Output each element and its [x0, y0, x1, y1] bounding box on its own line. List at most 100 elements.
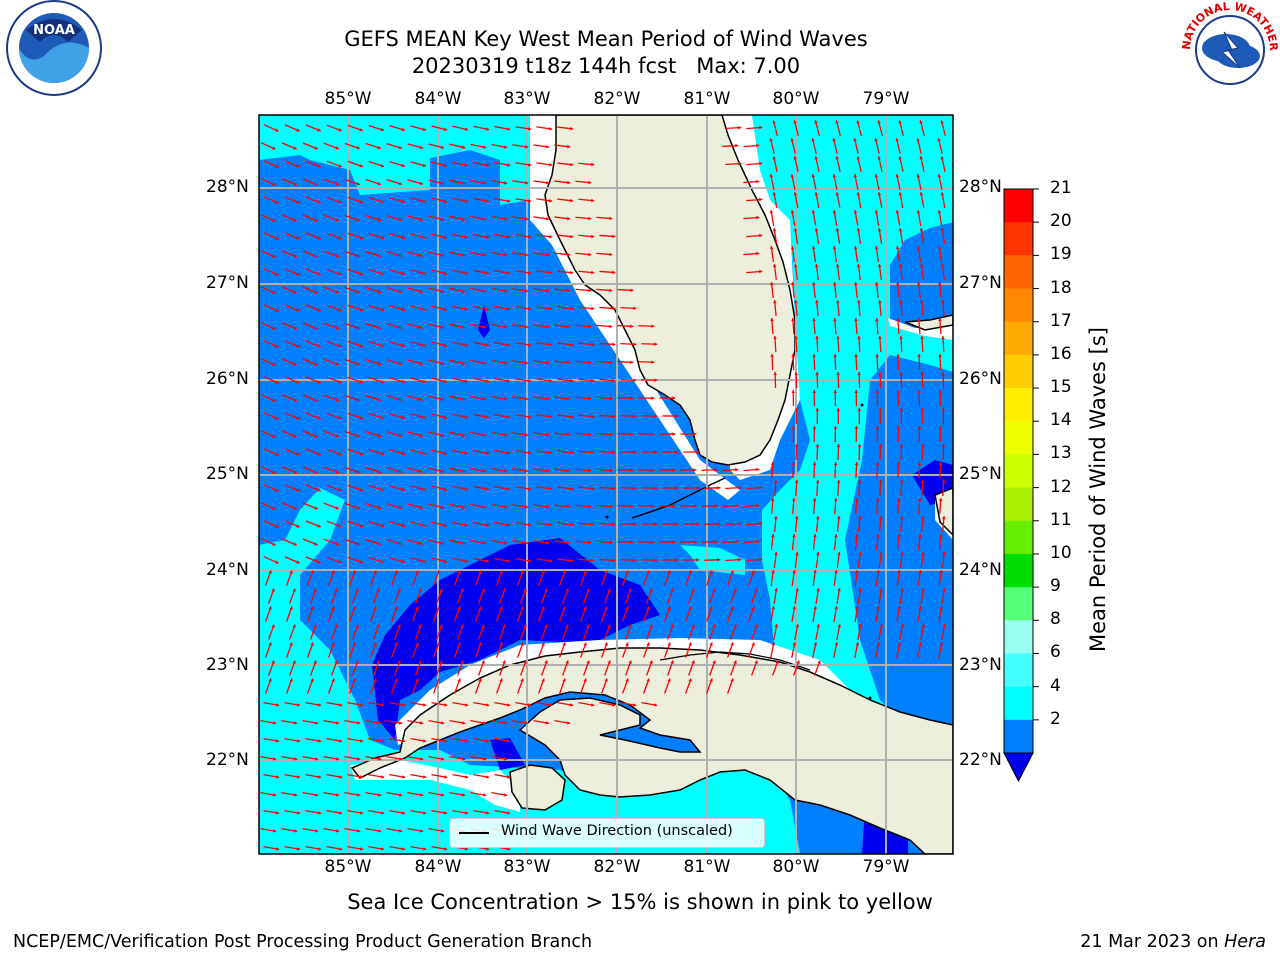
wind-wave-arrow: [473, 485, 490, 491]
wind-wave-arrow: [494, 485, 511, 491]
wind-wave-arrow: [407, 755, 424, 761]
wind-wave-arrow: [284, 737, 301, 743]
wind-wave-arrow: [494, 773, 511, 779]
wind-wave-arrow: [812, 461, 817, 479]
wind-wave-arrow: [878, 299, 882, 317]
wind-wave-arrow: [390, 642, 398, 658]
wind-wave-arrow: [533, 719, 550, 725]
wind-wave-arrow: [773, 335, 777, 353]
wind-wave-arrow: [449, 251, 466, 257]
wind-wave-arrow: [917, 497, 922, 515]
wind-wave-arrow: [536, 414, 553, 419]
wind-wave-arrow: [494, 341, 511, 347]
wind-wave-arrow: [533, 180, 550, 185]
wind-wave-arrow: [284, 701, 301, 707]
wind-wave-arrow: [411, 570, 419, 586]
wind-wave-arrow: [770, 533, 775, 551]
wind-wave-arrow: [811, 281, 816, 299]
wind-wave-arrow: [579, 678, 587, 694]
wind-wave-arrow: [473, 773, 490, 779]
wind-wave-arrow: [473, 341, 490, 347]
map-title-line2: 20230319 t18z 144h fcst Max: 7.00: [411, 54, 801, 78]
wind-wave-arrow: [407, 323, 424, 330]
wind-wave-arrow: [431, 341, 448, 347]
wind-wave-arrow: [536, 450, 553, 455]
wind-wave-arrow: [729, 624, 737, 640]
wind-wave-arrow: [491, 215, 508, 221]
wind-wave-arrow: [854, 389, 859, 407]
wind-wave-arrow: [263, 160, 279, 168]
wind-wave-arrow: [512, 432, 529, 437]
wind-wave-arrow: [326, 196, 343, 204]
wind-wave-arrow: [452, 305, 469, 311]
wind-wave-arrow: [368, 809, 385, 815]
wind-wave-arrow: [260, 250, 276, 258]
wind-wave-arrow: [725, 161, 742, 166]
wind-wave-arrow: [347, 737, 364, 743]
wind-wave-arrow: [263, 484, 279, 492]
wind-wave-arrow: [281, 502, 297, 510]
wind-wave-arrow: [347, 124, 364, 132]
wind-wave-arrow: [896, 569, 901, 587]
wind-wave-arrow: [515, 162, 532, 167]
wind-wave-arrow: [791, 642, 797, 658]
wind-wave-arrow: [641, 342, 658, 346]
wind-wave-arrow: [495, 606, 503, 622]
wind-wave-arrow: [516, 642, 524, 658]
wind-wave-arrow: [386, 251, 403, 258]
wind-wave-arrow: [791, 606, 796, 622]
wind-wave-arrow: [284, 520, 300, 528]
colorbar-tick-label: 13: [1050, 443, 1072, 464]
colorbar-segment: [1004, 255, 1033, 290]
colorbar-segment: [1004, 189, 1033, 223]
wind-wave-arrow: [917, 425, 922, 443]
wind-wave-arrow: [769, 210, 775, 226]
wind-wave-arrow: [309, 624, 317, 640]
wind-wave-arrow: [260, 322, 276, 330]
wind-wave-arrow: [599, 414, 616, 419]
wind-wave-arrow: [347, 556, 364, 564]
wind-wave-arrow: [368, 196, 385, 204]
wind-wave-arrow: [835, 263, 840, 281]
wind-wave-arrow: [557, 306, 574, 311]
footer-date: 21 Mar 2023 on Hera: [1080, 932, 1266, 952]
wind-wave-arrow: [428, 143, 445, 149]
colorbar-tick-label: 10: [1050, 542, 1072, 563]
wind-wave-arrow: [854, 461, 859, 479]
wind-wave-arrow: [512, 540, 529, 545]
wind-wave-arrow: [494, 377, 511, 383]
wind-wave-arrow: [662, 414, 679, 418]
wind-wave-arrow: [941, 551, 946, 569]
wind-wave-arrow: [896, 317, 900, 335]
lat-tick-left: 27°N: [206, 273, 249, 293]
wind-wave-arrow: [687, 624, 695, 640]
wind-wave-arrow: [895, 174, 901, 190]
wind-wave-arrow: [875, 497, 880, 515]
wind-wave-arrow: [896, 353, 900, 371]
wind-wave-arrow: [642, 570, 650, 586]
wind-wave-arrow: [452, 377, 469, 383]
wind-wave-arrow: [347, 196, 364, 204]
wind-wave-arrow: [557, 270, 574, 275]
wind-wave-arrow: [344, 538, 361, 546]
wind-wave-arrow: [449, 359, 466, 365]
wind-wave-arrow: [704, 558, 721, 562]
wind-wave-arrow: [920, 551, 925, 569]
wind-wave-arrow: [302, 466, 318, 474]
wind-wave-arrow: [449, 143, 466, 149]
colorbar-segment: [1004, 421, 1033, 455]
wind-wave-arrow: [302, 394, 318, 402]
wind-wave-arrow: [938, 461, 943, 479]
wind-wave-arrow: [351, 660, 359, 676]
wind-wave-arrow: [347, 412, 364, 420]
wind-wave-arrow: [431, 233, 448, 239]
wind-wave-arrow: [813, 660, 821, 676]
wind-wave-arrow: [470, 359, 487, 365]
wind-wave-arrow: [344, 755, 361, 761]
wind-wave-arrow: [428, 215, 445, 221]
wind-wave-arrow: [854, 606, 859, 622]
wind-wave-arrow: [726, 642, 734, 658]
wind-wave-arrow: [330, 624, 338, 640]
wind-wave-arrow: [790, 138, 796, 154]
wind-wave-arrow: [920, 443, 925, 461]
